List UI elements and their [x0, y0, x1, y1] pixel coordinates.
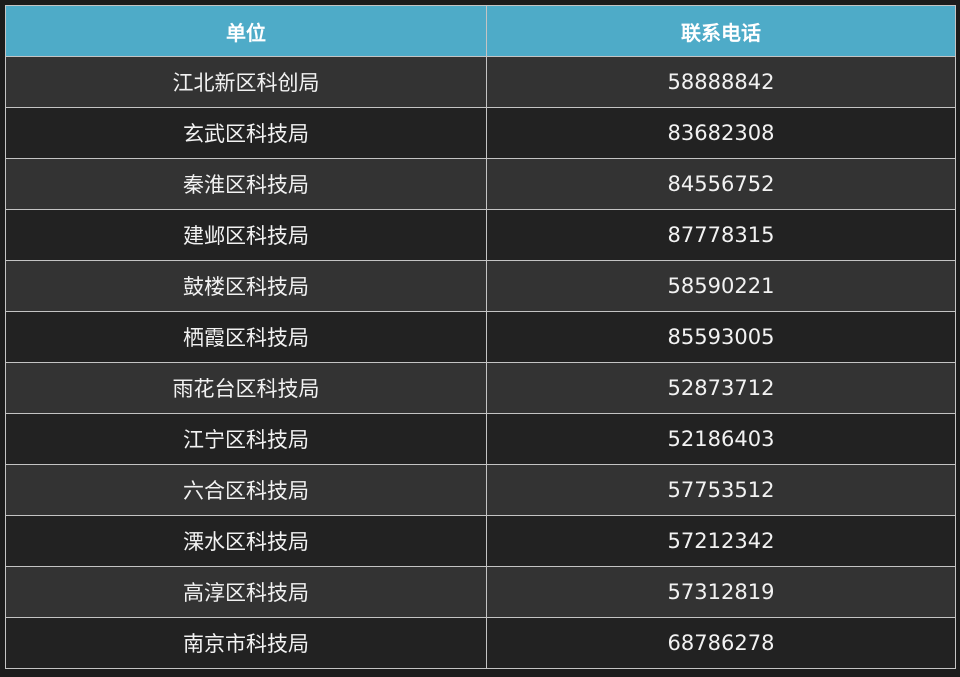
- phone-cell: 58590221: [486, 260, 956, 312]
- table-row: 高淳区科技局 57312819: [5, 566, 956, 618]
- contact-table: 单位 联系电话 江北新区科创局 58888842 玄武区科技局 83682308 秦淮区…: [5, 5, 956, 669]
- table-row: 鼓楼区科技局 58590221: [5, 260, 956, 312]
- unit-cell: 鼓楼区科技局: [5, 260, 487, 312]
- table-row: 江北新区科创局 58888842: [5, 56, 956, 108]
- phone-cell: 84556752: [486, 158, 956, 210]
- header-phone: 联系电话: [486, 5, 956, 57]
- table-row: 溧水区科技局 57212342: [5, 515, 956, 567]
- phone-cell: 57312819: [486, 566, 956, 618]
- unit-cell: 溧水区科技局: [5, 515, 487, 567]
- unit-cell: 建邺区科技局: [5, 209, 487, 261]
- phone-cell: 58888842: [486, 56, 956, 108]
- unit-cell: 栖霞区科技局: [5, 311, 487, 363]
- phone-cell: 52873712: [486, 362, 956, 414]
- unit-cell: 高淳区科技局: [5, 566, 487, 618]
- unit-cell: 江宁区科技局: [5, 413, 487, 465]
- phone-cell: 57212342: [486, 515, 956, 567]
- phone-cell: 87778315: [486, 209, 956, 261]
- header-row: 单位 联系电话: [5, 5, 956, 57]
- unit-cell: 秦淮区科技局: [5, 158, 487, 210]
- table-row: 玄武区科技局 83682308: [5, 107, 956, 159]
- table-row: 建邺区科技局 87778315: [5, 209, 956, 261]
- table-row: 六合区科技局 57753512: [5, 464, 956, 516]
- table-row: 秦淮区科技局 84556752: [5, 158, 956, 210]
- header-unit: 单位: [5, 5, 487, 57]
- unit-cell: 六合区科技局: [5, 464, 487, 516]
- phone-cell: 68786278: [486, 617, 956, 669]
- unit-cell: 南京市科技局: [5, 617, 487, 669]
- phone-cell: 85593005: [486, 311, 956, 363]
- table-row: 南京市科技局 68786278: [5, 617, 956, 669]
- table-row: 江宁区科技局 52186403: [5, 413, 956, 465]
- unit-cell: 雨花台区科技局: [5, 362, 487, 414]
- table-row: 雨花台区科技局 52873712: [5, 362, 956, 414]
- phone-cell: 52186403: [486, 413, 956, 465]
- unit-cell: 江北新区科创局: [5, 56, 487, 108]
- phone-cell: 57753512: [486, 464, 956, 516]
- table-row: 栖霞区科技局 85593005: [5, 311, 956, 363]
- phone-cell: 83682308: [486, 107, 956, 159]
- unit-cell: 玄武区科技局: [5, 107, 487, 159]
